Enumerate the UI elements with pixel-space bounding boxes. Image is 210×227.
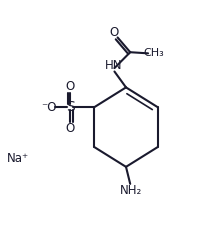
Text: HN: HN [105, 59, 122, 72]
Text: O: O [65, 80, 75, 93]
Text: Na⁺: Na⁺ [7, 152, 29, 165]
Text: ⁻O: ⁻O [41, 101, 57, 114]
Text: NH₂: NH₂ [120, 184, 142, 197]
Text: CH₃: CH₃ [143, 48, 164, 58]
Text: O: O [110, 26, 119, 39]
Text: S: S [66, 100, 74, 114]
Text: O: O [65, 122, 75, 135]
